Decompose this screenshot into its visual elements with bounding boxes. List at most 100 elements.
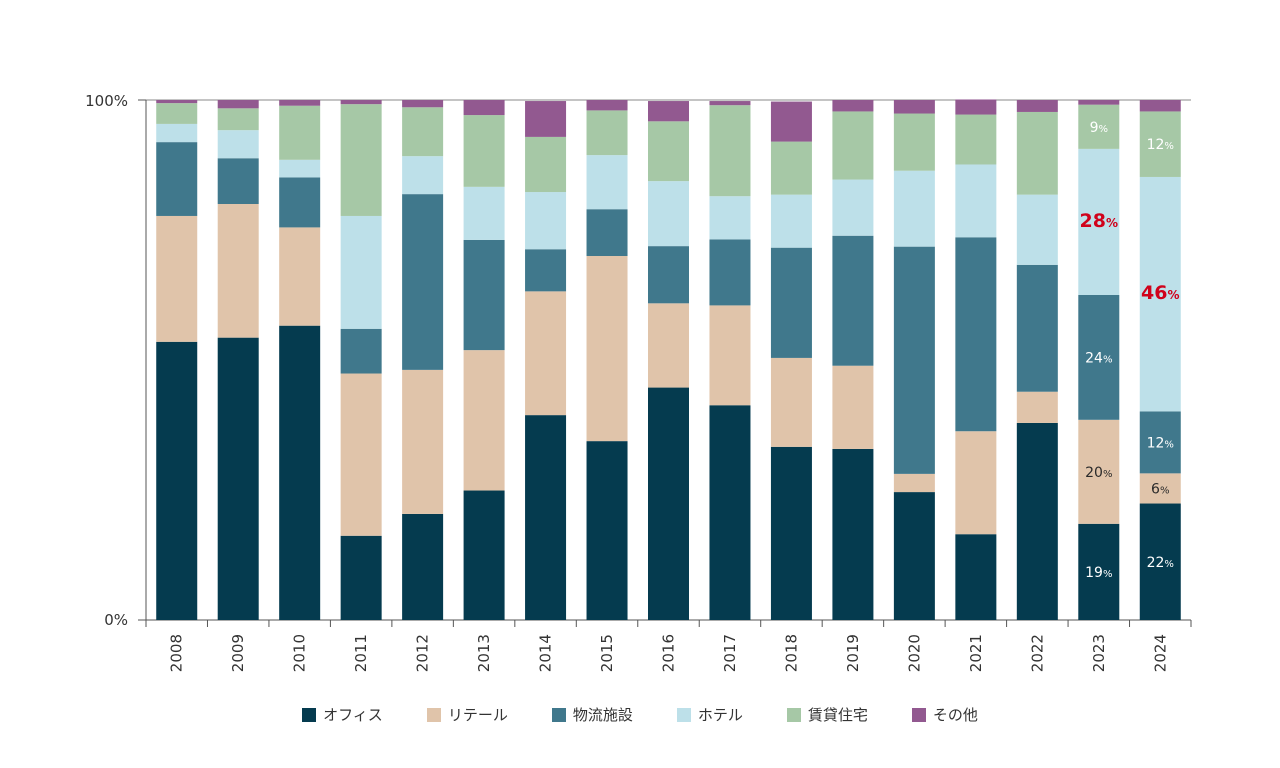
bar-segment-2018-s5 (770, 101, 812, 142)
legend-label: 物流施設 (572, 706, 633, 724)
bar-segment-2021-s2 (955, 237, 997, 432)
bar-segment-2011-s1 (340, 373, 382, 536)
bar-segment-2022-s4 (1016, 111, 1058, 195)
bar-segment-2023-s0 (1078, 523, 1120, 620)
bar-segment-2009-s3 (217, 130, 259, 159)
bar-segment-2015-s5 (586, 100, 628, 111)
bar-segment-2018-s0 (770, 446, 812, 620)
bar-segment-2023-s2 (1078, 295, 1120, 420)
bar-segment-2014-s4 (525, 136, 567, 193)
bar-segment-2015-s2 (586, 209, 628, 256)
legend-swatch (551, 707, 566, 722)
data-label-2023-s2: 24% (1085, 350, 1112, 366)
y-tick-label-0: 0% (104, 611, 128, 629)
bar-segment-2013-s1 (463, 350, 505, 491)
data-label-2024-s1: 6% (1151, 481, 1169, 497)
bar-segment-2022-s3 (1016, 194, 1058, 265)
bar-segment-2017-s0 (709, 405, 751, 620)
bar-segment-2008-s1 (156, 215, 198, 342)
bar-segment-2020-s2 (893, 246, 935, 474)
bar-segment-2011-s5 (340, 100, 382, 105)
legend-item-2: 物流施設 (551, 704, 633, 725)
bar-segment-2022-s1 (1016, 391, 1058, 423)
x-tick-label-2009: 2009 (229, 634, 247, 672)
bar-segment-2020-s5 (893, 100, 935, 114)
bar-segment-2019-s4 (832, 111, 874, 180)
bar-segment-2013-s2 (463, 239, 505, 351)
bar-segment-2009-s4 (217, 108, 259, 131)
x-tick-label-2022: 2022 (1028, 634, 1046, 672)
bar-segment-2015-s1 (586, 256, 628, 442)
x-tick-label-2020: 2020 (905, 634, 923, 672)
bar-segment-2010-s5 (279, 100, 321, 106)
bar-segment-2009-s1 (217, 204, 259, 338)
bar-segment-2012-s3 (402, 156, 444, 195)
bar-segment-2017-s5 (709, 101, 751, 106)
bar-segment-2020-s1 (893, 473, 935, 493)
bar-segment-2014-s5 (525, 101, 567, 137)
x-tick-label-2008: 2008 (168, 634, 186, 672)
x-tick-label-2021: 2021 (967, 634, 985, 672)
bar-segment-2008-s2 (156, 142, 198, 216)
x-tick-label-2015: 2015 (598, 634, 616, 672)
bar-segment-2010-s1 (279, 227, 321, 326)
bar-segment-2019-s5 (832, 100, 874, 112)
bar-segment-2014-s1 (525, 291, 567, 416)
bar-segment-2013-s5 (463, 100, 505, 116)
bar-segment-2015-s3 (586, 155, 628, 210)
y-tick-label-100: 100% (85, 92, 128, 110)
bar-segment-2021-s1 (955, 431, 997, 535)
bar-segment-2008-s4 (156, 103, 198, 124)
x-tick-label-2019: 2019 (844, 634, 862, 672)
data-label-2024-s2: 12% (1147, 435, 1174, 451)
bar-segment-2011-s3 (340, 215, 382, 329)
bar-segment-2017-s2 (709, 239, 751, 306)
x-tick-label-2016: 2016 (660, 634, 678, 672)
bar-segment-2010-s0 (279, 325, 321, 620)
legend-label: リテール (447, 706, 508, 724)
legend-swatch (676, 707, 691, 722)
x-tick-label-2014: 2014 (537, 634, 555, 672)
bar-segment-2024-s0 (1139, 503, 1181, 620)
bar-segment-2008-s5 (156, 100, 198, 104)
bar-segment-2012-s1 (402, 369, 444, 514)
x-tick-label-2023: 2023 (1090, 634, 1108, 672)
bar-segment-2014-s2 (525, 249, 567, 292)
x-tick-label-2017: 2017 (721, 634, 739, 672)
bar-segment-2023-s5 (1078, 100, 1120, 105)
bar-segment-2013-s0 (463, 490, 505, 620)
legend-label: オフィス (323, 706, 383, 724)
bar-segment-2012-s0 (402, 513, 444, 620)
bar-segment-2021-s4 (955, 114, 997, 165)
x-tick-label-2012: 2012 (414, 634, 432, 672)
legend-item-5: その他 (911, 704, 978, 725)
legend-swatch (786, 707, 801, 722)
bar-segment-2009-s5 (217, 100, 259, 109)
x-tick-label-2011: 2011 (352, 634, 370, 672)
bar-segment-2018-s2 (770, 247, 812, 358)
bar-segment-2017-s3 (709, 196, 751, 240)
bar-segment-2020-s0 (893, 492, 935, 620)
bar-segment-2013-s3 (463, 186, 505, 240)
bar-segment-2010-s4 (279, 105, 321, 160)
data-label-2023-s4: 9% (1090, 120, 1108, 136)
bar-segment-2013-s4 (463, 115, 505, 187)
bar-segment-2024-s3 (1139, 176, 1181, 412)
legend-label: ホテル (697, 706, 743, 724)
bar-segment-2012-s2 (402, 194, 444, 370)
bar-segment-2010-s2 (279, 177, 321, 228)
bar-segment-2012-s4 (402, 107, 444, 157)
bar-segment-2024-s5 (1139, 100, 1181, 112)
bar-segment-2016-s1 (648, 303, 689, 388)
bar-segment-2011-s0 (340, 535, 382, 620)
legend-item-3: ホテル (676, 704, 743, 725)
bar-segment-2016-s5 (648, 101, 689, 122)
x-tick-label-2010: 2010 (291, 634, 309, 672)
data-label-2024-s4: 12% (1147, 137, 1174, 153)
data-label-2023-s1: 20% (1085, 465, 1112, 481)
legend-swatch (302, 707, 317, 722)
bar-segment-2009-s2 (217, 158, 259, 204)
bar-segment-2018-s3 (770, 194, 812, 248)
bar-segment-2017-s4 (709, 105, 751, 197)
